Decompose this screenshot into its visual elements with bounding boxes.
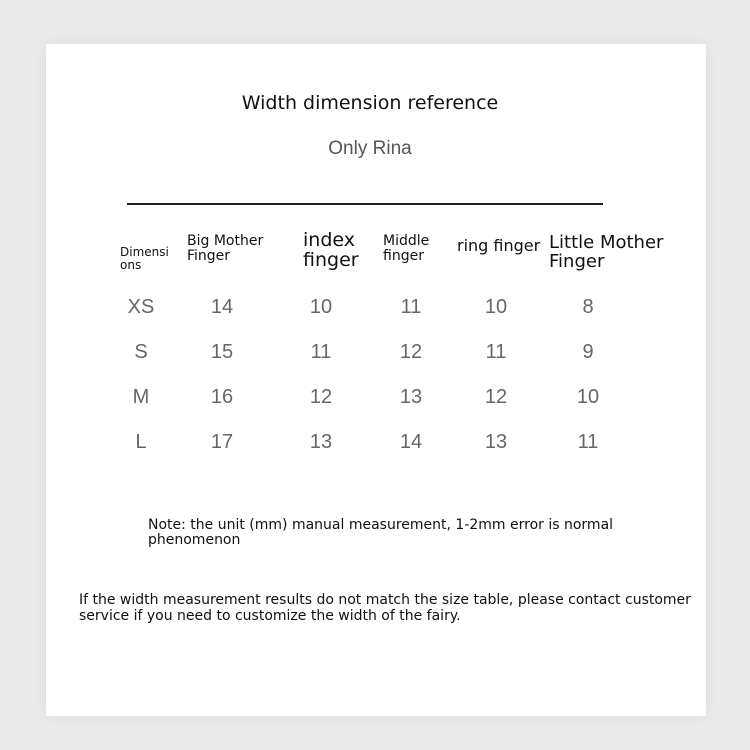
header-little-mother-finger: Little Mother Finger <box>549 232 664 272</box>
table-cell: 10 <box>576 386 600 408</box>
footer-note: If the width measurement results do not … <box>79 592 691 624</box>
table-cell: 8 <box>582 296 594 318</box>
table-cell: 12 <box>484 386 508 408</box>
table-cell: 16 <box>210 386 234 408</box>
table-cell: 9 <box>582 341 594 363</box>
table-cell: 13 <box>484 431 508 453</box>
table-cell: 12 <box>399 341 423 363</box>
table-cell: 10 <box>309 296 333 318</box>
table-cell: 10 <box>484 296 508 318</box>
table-cell: 14 <box>399 431 423 453</box>
table-cell: 15 <box>210 341 234 363</box>
header-big-mother-finger: Big Mother Finger <box>187 233 264 264</box>
brand-name: Only Rina <box>328 138 412 159</box>
table-cell: 13 <box>399 386 423 408</box>
header-index-finger: index finger <box>303 229 359 271</box>
size-label: S <box>134 341 148 363</box>
table-cell: 11 <box>400 296 422 318</box>
header-middle-finger: Middle finger <box>383 233 430 264</box>
header-ring-finger: ring finger <box>457 236 541 255</box>
table-cell: 12 <box>309 386 333 408</box>
size-label: M <box>132 386 150 408</box>
header-dimensions: Dimensi ons <box>120 245 169 272</box>
table-cell: 13 <box>309 431 333 453</box>
table-cell: 17 <box>210 431 234 453</box>
measurement-note: Note: the unit (mm) manual measurement, … <box>148 517 614 548</box>
table-cell: 11 <box>485 341 507 363</box>
table-cell: 14 <box>210 296 234 318</box>
chart-title: Width dimension reference <box>241 92 499 114</box>
table-cell: 11 <box>310 341 332 363</box>
size-label: XS <box>127 296 155 318</box>
size-label: L <box>135 431 147 453</box>
table-cell: 11 <box>577 431 599 453</box>
size-chart-card <box>46 44 706 716</box>
divider <box>127 203 603 205</box>
